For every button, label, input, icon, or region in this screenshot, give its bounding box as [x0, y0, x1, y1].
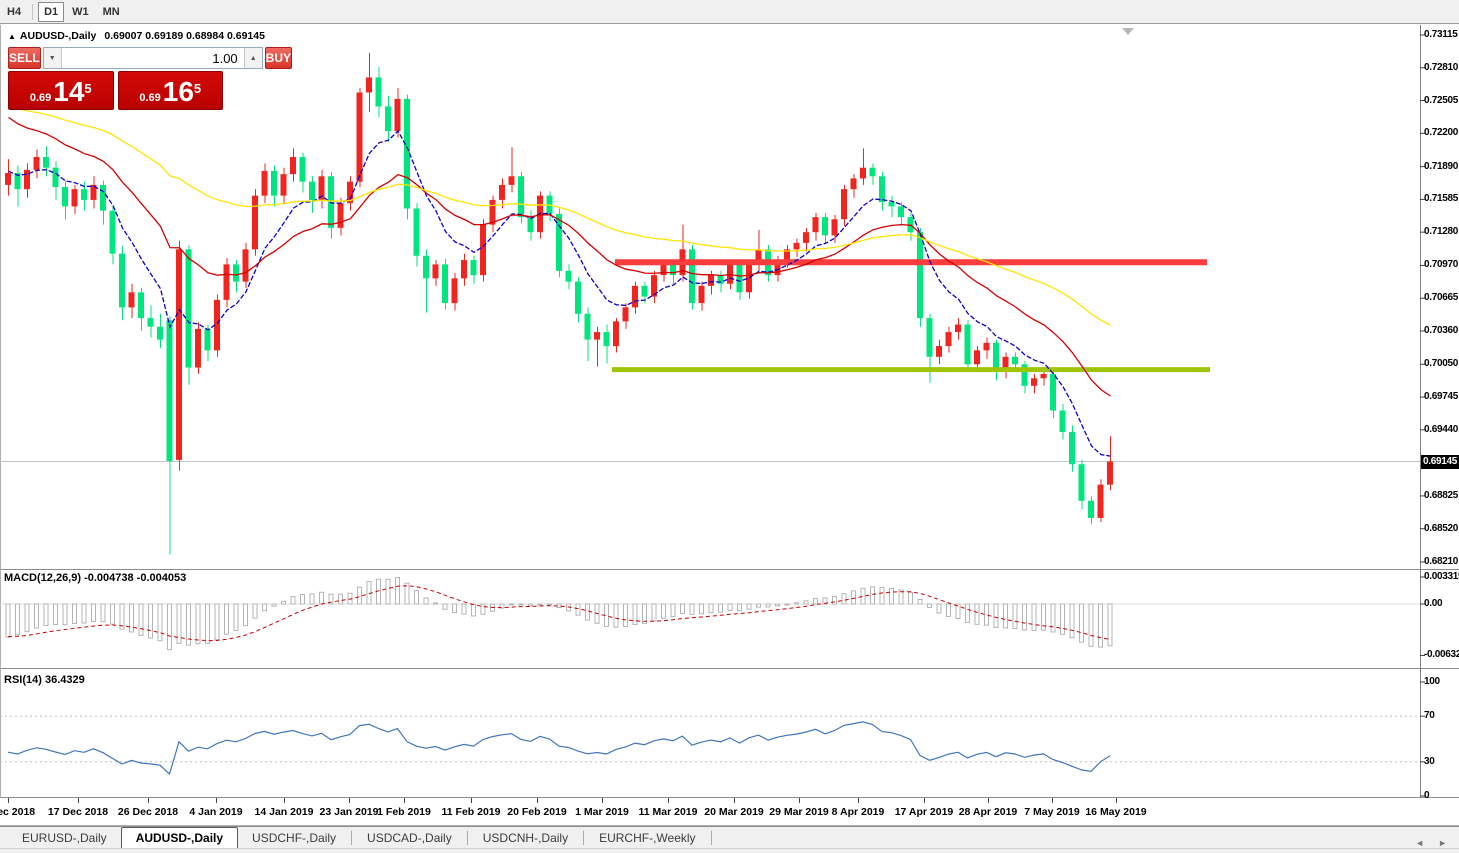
date-tick-label: 14 Jan 2019 — [254, 806, 314, 818]
date-tick-label: 1 Mar 2019 — [575, 806, 629, 818]
tab-separator — [351, 831, 353, 845]
axis-tick-label: 70 — [1424, 710, 1435, 722]
axis-tick-label: 0.70665 — [1424, 292, 1459, 304]
date-tick-label: 7 Dec 2018 — [0, 806, 36, 818]
tab-eurchf-weekly[interactable]: EURCHF-,Weekly — [599, 830, 696, 845]
tab-separator — [466, 831, 468, 845]
timeframe-button-d1[interactable]: D1 — [38, 1, 65, 22]
timeframe-button-mn[interactable]: MN — [102, 5, 120, 18]
date-tick-label: 7 May 2019 — [1024, 806, 1080, 818]
chart-symbol-label: AUDUSD-,Daily — [19, 30, 97, 42]
timeframe-button-h4[interactable]: H4 — [7, 5, 22, 18]
date-tick-label: 11 Mar 2019 — [638, 806, 698, 818]
tab-separator — [583, 831, 585, 845]
tab-scroll-left-icon[interactable]: ◄ — [1415, 838, 1425, 848]
volume-increase-button[interactable]: ▲ — [243, 48, 262, 68]
axis-tick-label: 0.72505 — [1424, 94, 1459, 106]
volume-decrease-button[interactable]: ▼ — [43, 48, 62, 68]
axis-tick-label: 0.69440 — [1424, 423, 1459, 435]
axis-tick-label: 0.73115 — [1424, 29, 1458, 40]
date-tick-label: 17 Apr 2019 — [894, 806, 954, 818]
buy-price-big: 16 — [162, 76, 194, 107]
axis-tick-label: 0.70050 — [1424, 358, 1459, 370]
tab-usdcad-daily[interactable]: USDCAD-,Daily — [367, 830, 452, 845]
current-price-box: 0.69145 — [1421, 454, 1459, 469]
date-tick-label: 29 Mar 2019 — [769, 806, 829, 818]
axis-tick-label: 0 — [1424, 790, 1430, 801]
macd-label: MACD(12,26,9) -0.004738 -0.004053 — [4, 572, 187, 584]
sell-price-pipette: 5 — [84, 81, 92, 96]
axis-tick-label: 0.68825 — [1424, 489, 1459, 501]
chart-title: ▲ AUDUSD-,Daily 0.69007 0.69189 0.68984 0.… — [8, 30, 265, 42]
date-tick-label: 1 Feb 2019 — [377, 806, 431, 818]
axis-tick-label: 0.69745 — [1424, 391, 1459, 403]
tab-usdchf-daily[interactable]: USDCHF-,Daily — [252, 830, 337, 845]
axis-tick-label: 0.72200 — [1424, 127, 1459, 139]
axis-tick-label: 100 — [1424, 676, 1440, 687]
buy-price-pipette: 5 — [193, 81, 202, 96]
axis-tick-label: 0.71890 — [1424, 160, 1459, 172]
symbol-arrow-icon: ▲ — [8, 32, 16, 41]
status-bar — [0, 848, 1459, 853]
date-tick-label: 11 Feb 2019 — [441, 806, 501, 818]
date-tick-label: 16 May 2019 — [1085, 806, 1147, 818]
date-tick-label: 8 Apr 2019 — [831, 806, 885, 818]
axis-tick-label: 0.71585 — [1424, 193, 1459, 205]
tab-usdcnh-daily[interactable]: USDCNH-,Daily — [482, 830, 569, 845]
date-tick-label: 28 Apr 2019 — [958, 806, 1018, 818]
buy-price-prefix: 0.69 — [139, 92, 161, 104]
buy-price-display[interactable]: 0.69 16 5 — [117, 71, 223, 110]
one-click-trading-panel: SELL ▼ ▲ BUY 0.69 14 5 0.69 16 5 — [8, 47, 293, 110]
axis-tick-label: 30 — [1424, 755, 1435, 767]
chart-tab-bar: EURUSD-,Daily AUDUSD-,Daily USDCHF-,Dail… — [0, 826, 1459, 848]
chart-ohlc-values: 0.69007 0.69189 0.68984 0.69145 — [104, 30, 265, 42]
axis-tick-label: 0.003319 — [1424, 570, 1459, 582]
date-tick-label: 20 Feb 2019 — [507, 806, 567, 818]
timeframe-button-w1[interactable]: W1 — [72, 5, 89, 18]
sell-price-prefix: 0.69 — [29, 92, 52, 104]
axis-tick-label: 0.68520 — [1424, 522, 1459, 534]
date-tick-label: 23 Jan 2019 — [319, 806, 379, 818]
axis-tick-label: 0.68210 — [1424, 556, 1459, 567]
tab-scroll-right-icon[interactable]: ► — [1438, 838, 1447, 848]
volume-input[interactable] — [61, 48, 244, 68]
axis-tick-label: -0.006325 — [1424, 649, 1459, 661]
buy-button[interactable]: BUY — [264, 47, 293, 69]
date-tick-label: 17 Dec 2018 — [47, 806, 109, 818]
toolbar-separator — [32, 3, 34, 20]
sell-button[interactable]: SELL — [8, 47, 41, 69]
tab-eurusd-daily[interactable]: EURUSD-,Daily — [22, 830, 107, 845]
date-tick-label: 4 Jan 2019 — [189, 806, 243, 818]
axis-tick-label: 0.70970 — [1424, 259, 1459, 271]
date-tick-label: 20 Mar 2019 — [704, 806, 764, 818]
timeframe-toolbar: H4 D1 W1 MN — [0, 0, 1459, 24]
sell-price-display[interactable]: 0.69 14 5 — [8, 71, 114, 110]
sell-price-big: 14 — [53, 76, 85, 107]
axis-tick-label: 0.70360 — [1424, 325, 1459, 336]
axis-tick-label: 0.72810 — [1424, 61, 1459, 73]
date-tick-label: 26 Dec 2018 — [117, 806, 179, 818]
rsi-label: RSI(14) 36.4329 — [4, 674, 85, 686]
axis-tick-label: 0.00 — [1424, 598, 1443, 609]
tab-separator — [710, 831, 712, 845]
axis-tick-label: 0.71280 — [1424, 226, 1459, 238]
tab-audusd-daily[interactable]: AUDUSD-,Daily — [120, 827, 239, 848]
chart-shift-marker-icon[interactable] — [1122, 28, 1134, 35]
